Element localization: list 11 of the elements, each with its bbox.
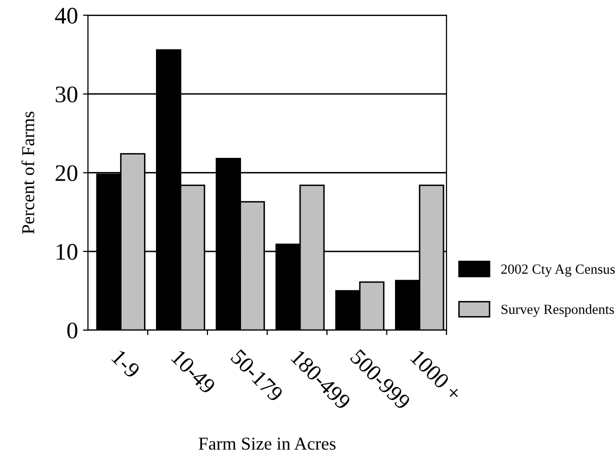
x-tick-label: 1000 + [410,349,463,402]
legend-label: 2002 Cty Ag Census [501,264,615,277]
y-axis-title: Percent of Farms [21,112,34,234]
y-tick-label: 0 [67,322,78,339]
y-tick-label: 10 [56,244,78,260]
x-tick-label: 1-9 [111,349,141,379]
y-tick-label: 30 [56,86,78,102]
x-axis-title: Farm Size in Acres [198,438,336,450]
y-tick-label: 40 [55,8,78,24]
y-tick-label: 20 [56,165,78,182]
legend-label: Survey Respondents [502,304,614,317]
